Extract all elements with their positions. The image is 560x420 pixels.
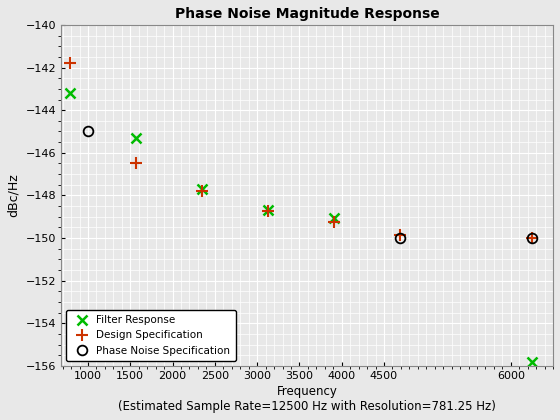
Line: Filter Response: Filter Response — [65, 88, 537, 367]
Filter Response — [132, 135, 139, 140]
Phase Noise Specification — [396, 236, 403, 241]
Y-axis label: dBc/Hz: dBc/Hz — [7, 173, 20, 217]
Filter Response — [529, 359, 535, 364]
Design Specification — [529, 236, 535, 241]
Line: Phase Noise Specification: Phase Noise Specification — [83, 127, 537, 243]
Design Specification — [396, 232, 403, 237]
Line: Design Specification: Design Specification — [64, 58, 538, 244]
Design Specification — [330, 220, 337, 225]
Filter Response — [66, 91, 73, 96]
Design Specification — [264, 209, 271, 214]
Title: Phase Noise Magnitude Response: Phase Noise Magnitude Response — [175, 7, 440, 21]
Filter Response — [264, 208, 271, 213]
Phase Noise Specification — [85, 129, 91, 134]
Filter Response — [198, 186, 205, 192]
Filter Response — [330, 215, 337, 220]
X-axis label: Frequency
(Estimated Sample Rate=12500 Hz with Resolution=781.25 Hz): Frequency (Estimated Sample Rate=12500 H… — [118, 385, 496, 413]
Design Specification — [66, 61, 73, 66]
Design Specification — [132, 161, 139, 166]
Legend: Filter Response, Design Specification, Phase Noise Specification: Filter Response, Design Specification, P… — [66, 310, 236, 361]
Phase Noise Specification — [529, 236, 535, 241]
Design Specification — [198, 189, 205, 194]
